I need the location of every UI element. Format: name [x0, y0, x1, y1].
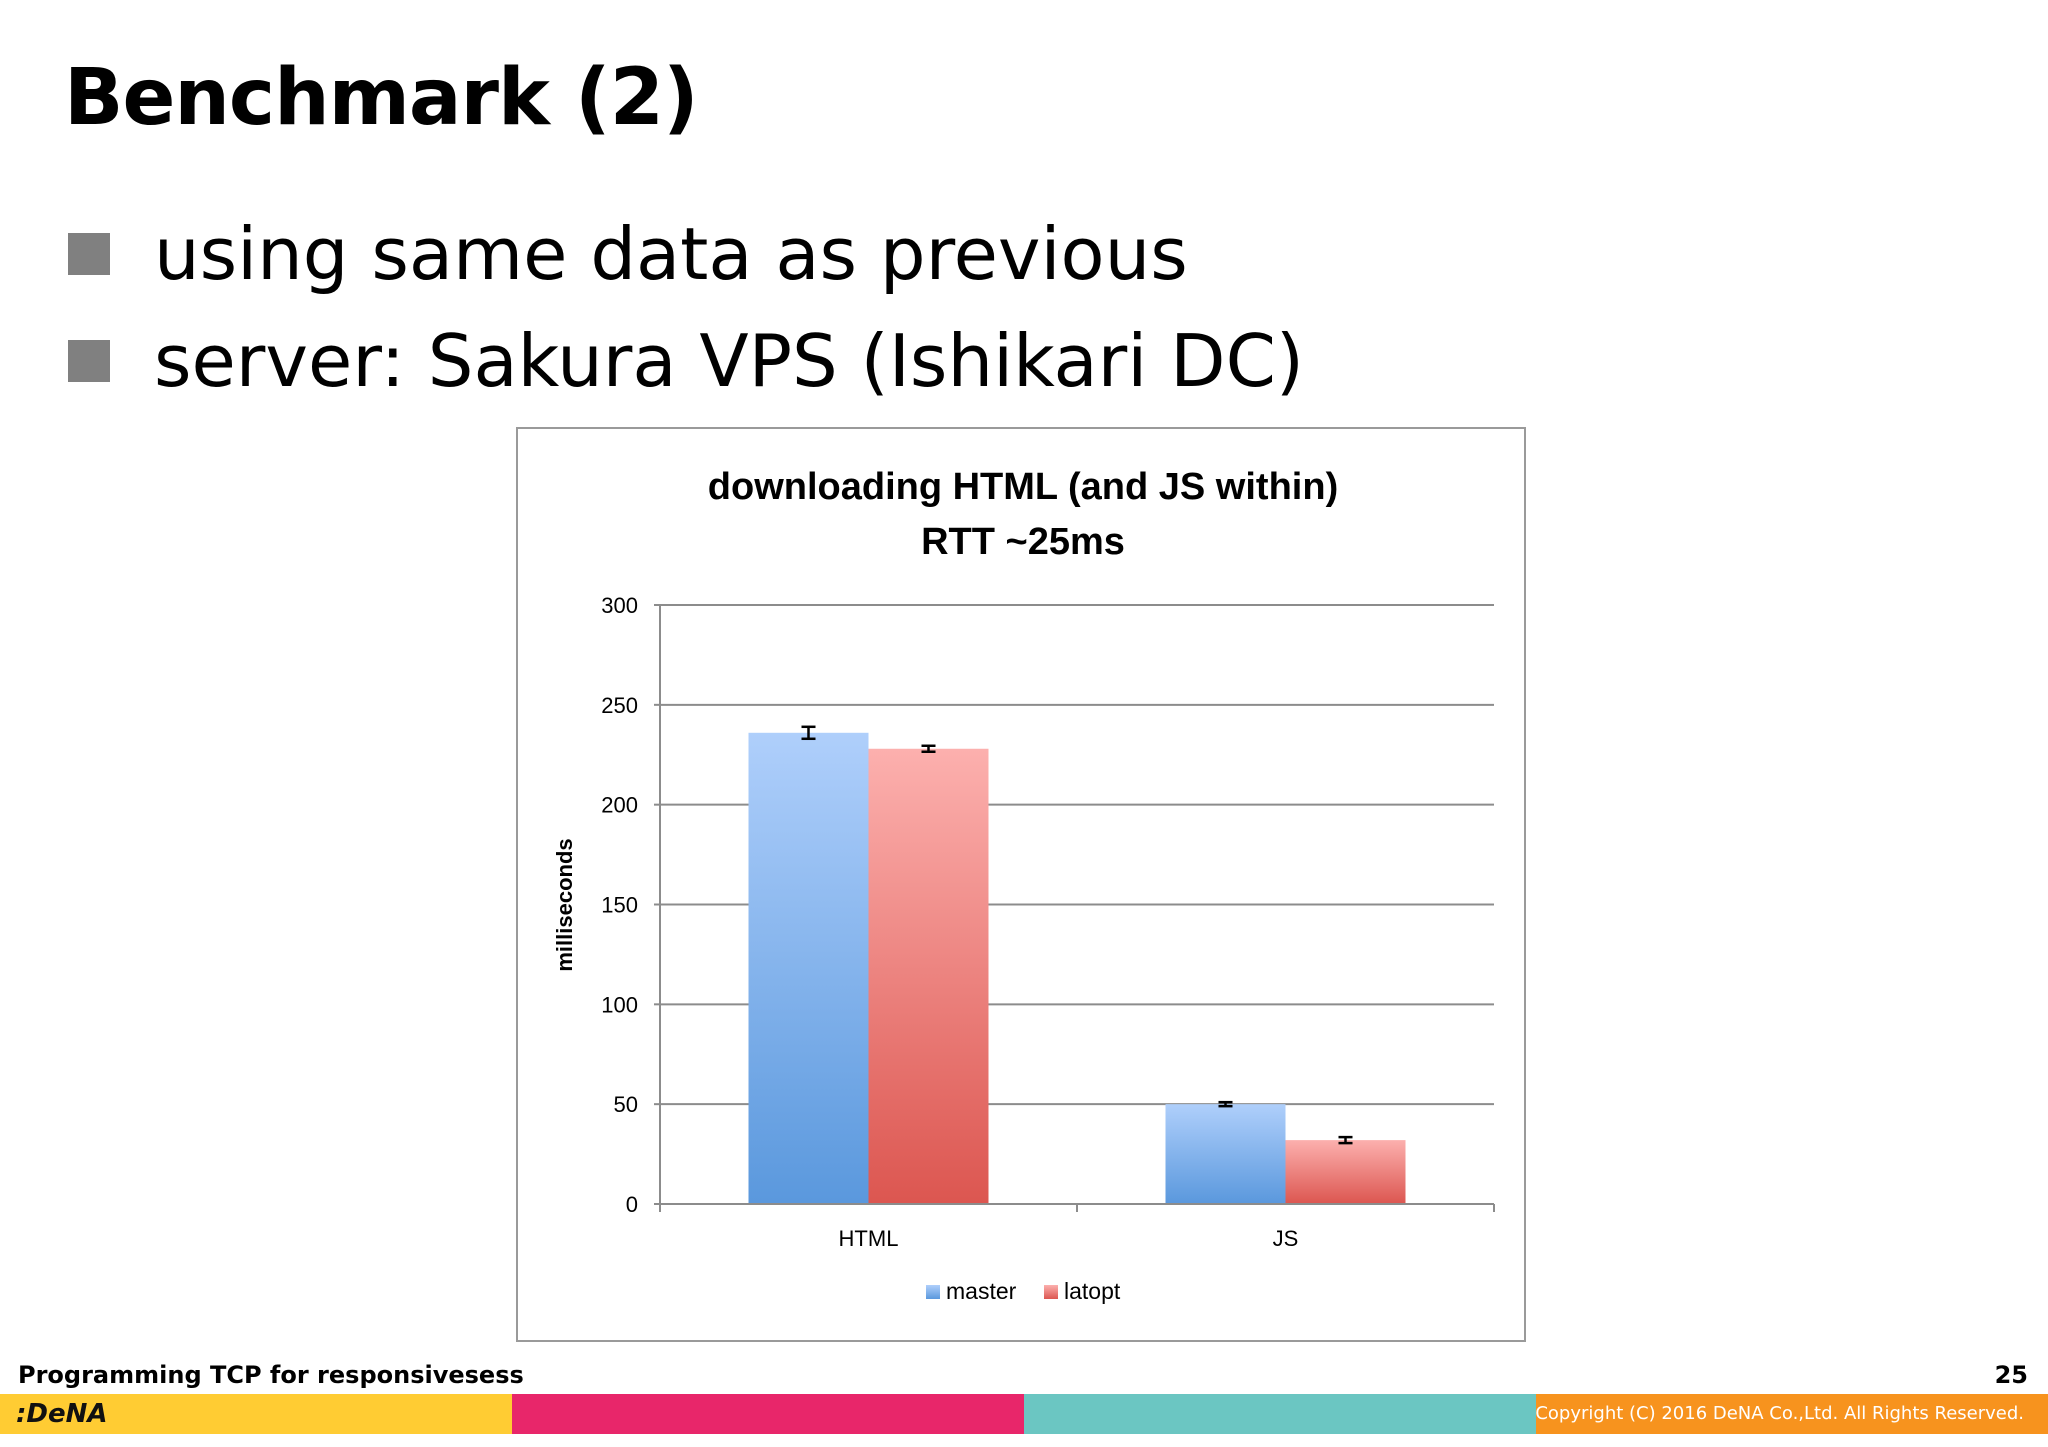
- bullet-item: server: Sakura VPS (Ishikari DC): [68, 316, 1304, 406]
- footer-title: Programming TCP for responsivesess: [18, 1361, 524, 1389]
- chart-frame: downloading HTML (and JS within) RTT ~25…: [516, 427, 1526, 1342]
- y-tick-label: 0: [626, 1192, 638, 1217]
- y-axis-label: milliseconds: [552, 838, 577, 971]
- strip-segment-yellow: :DeNA: [0, 1394, 512, 1434]
- y-tick-label: 150: [601, 893, 638, 918]
- strip-segment-orange: Copyright (C) 2016 DeNA Co.,Ltd. All Rig…: [1535, 1394, 2048, 1434]
- bar-master-HTML: [748, 732, 869, 1204]
- footer-color-strip: :DeNA Copyright (C) 2016 DeNA Co.,Ltd. A…: [0, 1394, 2048, 1434]
- bar-master-JS: [1165, 1104, 1286, 1204]
- legend-swatch-master: [926, 1285, 940, 1299]
- chart-subtitle: RTT ~25ms: [921, 521, 1125, 563]
- square-bullet-icon: [68, 340, 110, 382]
- y-tick-label: 50: [614, 1092, 638, 1117]
- copyright-text: Copyright (C) 2016 DeNA Co.,Ltd. All Rig…: [1535, 1403, 2024, 1424]
- strip-segment-teal: [1024, 1394, 1536, 1434]
- y-tick-label: 300: [601, 593, 638, 618]
- strip-segment-pink: [512, 1394, 1024, 1434]
- legend-swatch-latopt: [1044, 1285, 1058, 1299]
- square-bullet-icon: [68, 233, 110, 275]
- y-tick-label: 200: [601, 793, 638, 818]
- bar-latopt-HTML: [868, 748, 989, 1204]
- bar-latopt-JS: [1285, 1140, 1406, 1204]
- page-number: 25: [1994, 1361, 2028, 1389]
- bullet-item: using same data as previous: [68, 209, 1188, 299]
- x-tick-label: JS: [1273, 1226, 1299, 1251]
- bullet-text: server: Sakura VPS (Ishikari DC): [154, 319, 1304, 403]
- bullet-text: using same data as previous: [154, 212, 1188, 296]
- chart-title: downloading HTML (and JS within): [708, 466, 1338, 508]
- dena-logo: :DeNA: [16, 1399, 108, 1429]
- y-tick-label: 250: [601, 693, 638, 718]
- slide-title: Benchmark (2): [64, 53, 699, 143]
- legend-label-master: master: [946, 1278, 1017, 1304]
- bar-chart: downloading HTML (and JS within) RTT ~25…: [552, 466, 1495, 1304]
- x-tick-label: HTML: [839, 1226, 899, 1251]
- legend-label-latopt: latopt: [1064, 1278, 1121, 1304]
- y-tick-label: 100: [601, 992, 638, 1017]
